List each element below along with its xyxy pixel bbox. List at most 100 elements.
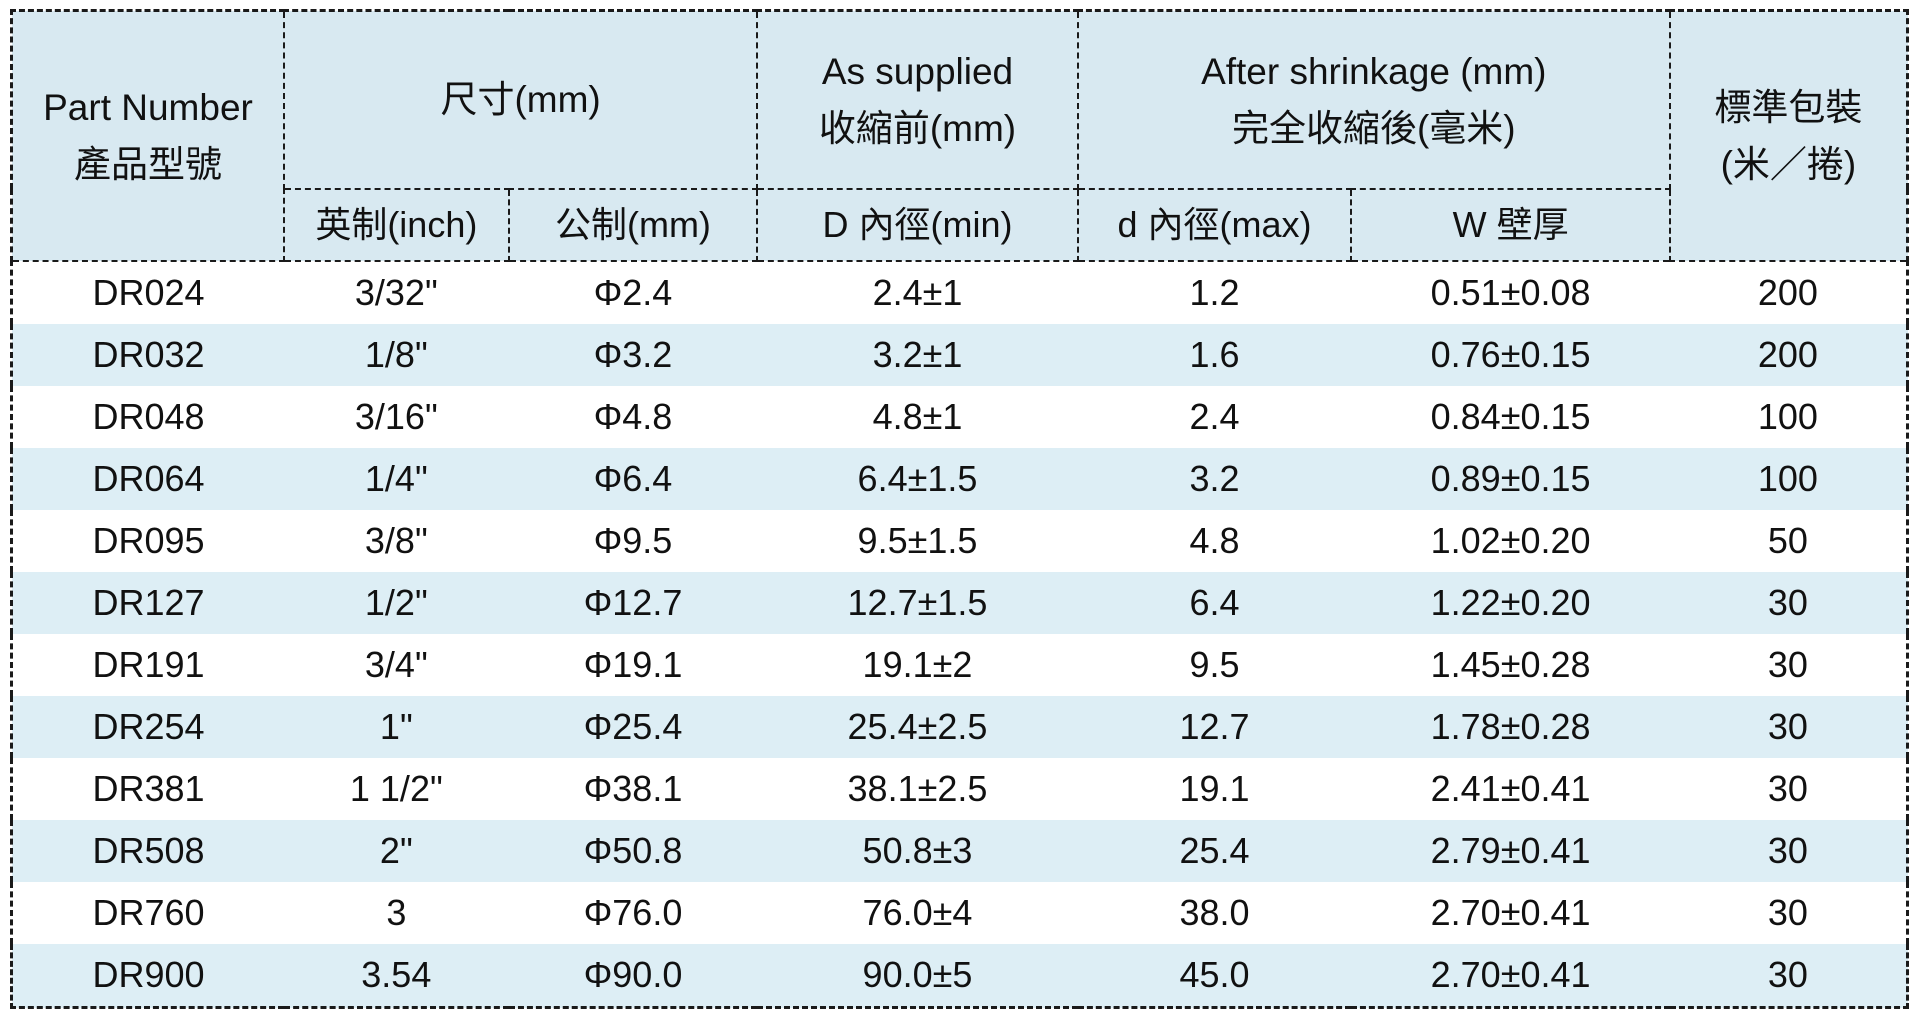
cell-part: DR127 [92,582,205,623]
cell-part: DR191 [92,644,205,685]
header-standard-packing-zh: 標準包裝 [1714,86,1863,128]
cell-wall: 2.70±0.41 [1430,954,1591,995]
cell-wall: 0.51±0.08 [1430,272,1591,313]
cell-metric: Φ6.4 [593,458,673,499]
table-row: DR095 3/8" Φ9.5 9.5±1.5 4.8 1.02±0.20 50 [11,510,1908,572]
cell-metric: Φ76.0 [583,892,683,933]
cell-d-max: 6.4 [1189,582,1240,623]
cell-part: DR760 [92,892,205,933]
cell-d-min: 19.1±2 [862,644,973,685]
table-row: DR048 3/16" Φ4.8 4.8±1 2.4 0.84±0.15 100 [11,386,1908,448]
header-part-number-zh: 產品型號 [73,144,222,185]
cell-d-min: 38.1±2.5 [847,768,988,809]
cell-packing: 30 [1767,768,1808,809]
table-header: Part Number 產品型號 尺寸(mm) As supplied 收縮前(… [10,9,1909,262]
cell-d-max: 19.1 [1179,768,1250,809]
cell-inch: 1/4" [364,458,428,499]
cell-d-min: 25.4±2.5 [847,706,988,747]
cell-inch: 3.54 [361,954,432,995]
cell-packing: 30 [1767,830,1808,871]
subheader-metric: 公制(mm) [507,188,759,262]
cell-wall: 0.84±0.15 [1430,396,1591,437]
cell-packing: 30 [1767,954,1808,995]
subheader-d-max: d 內徑(max) [1076,188,1353,262]
cell-packing: 30 [1767,644,1808,685]
cell-metric: Φ19.1 [583,644,683,685]
table-row: DR024 3/32" Φ2.4 2.4±1 1.2 0.51±0.08 200 [11,261,1908,324]
cell-wall: 1.78±0.28 [1430,706,1591,747]
cell-wall: 1.22±0.20 [1430,582,1591,623]
cell-wall: 1.02±0.20 [1430,520,1591,561]
cell-d-min: 3.2±1 [872,334,963,375]
cell-part: DR032 [92,334,205,375]
cell-part: DR900 [92,954,205,995]
cell-part: DR095 [92,520,205,561]
cell-d-max: 38.0 [1179,892,1250,933]
cell-wall: 2.41±0.41 [1430,768,1591,809]
cell-inch: 3/32" [354,272,438,313]
cell-metric: Φ9.5 [593,520,673,561]
cell-d-min: 6.4±1.5 [857,458,978,499]
cell-part: DR024 [92,272,205,313]
cell-metric: Φ25.4 [583,706,683,747]
table-row: DR900 3.54 Φ90.0 90.0±5 45.0 2.70±0.41 30 [11,944,1908,1008]
cell-part: DR048 [92,396,205,437]
cell-wall: 1.45±0.28 [1430,644,1591,685]
subheader-inch: 英制(inch) [282,188,510,262]
cell-metric: Φ4.8 [593,396,673,437]
table-row: DR127 1/2" Φ12.7 12.7±1.5 6.4 1.22±0.20 30 [11,572,1908,634]
cell-metric: Φ38.1 [583,768,683,809]
cell-d-max: 2.4 [1189,396,1240,437]
cell-d-max: 1.6 [1189,334,1240,375]
cell-packing: 30 [1767,582,1808,623]
cell-inch: 3/4" [364,644,428,685]
header-standard-packing: 標準包裝 (米／捲) [1668,9,1909,262]
cell-d-min: 4.8±1 [872,396,963,437]
table-row: DR381 1 1/2" Φ38.1 38.1±2.5 19.1 2.41±0.41 30 [11,758,1908,820]
cell-packing: 200 [1757,334,1818,375]
header-after-shrinkage-zh: 完全收縮後(毫米) [1231,108,1516,149]
cell-wall: 0.76±0.15 [1430,334,1591,375]
header-size: 尺寸(mm) [282,9,759,190]
cell-inch: 3 [386,892,407,933]
header-standard-packing-unit: (米／捲) [1720,144,1857,185]
header-as-supplied: As supplied 收縮前(mm) [756,9,1079,190]
cell-d-min: 12.7±1.5 [847,582,988,623]
header-as-supplied-zh: 收縮前(mm) [818,108,1017,149]
cell-d-max: 45.0 [1179,954,1250,995]
cell-d-min: 76.0±4 [862,892,973,933]
cell-metric: Φ50.8 [583,830,683,871]
cell-d-max: 3.2 [1189,458,1240,499]
header-row-sub: 英制(inch) 公制(mm) D 內徑(min) d 內徑(max) W 壁厚 [12,188,1908,262]
cell-part: DR381 [92,768,205,809]
cell-packing: 30 [1767,892,1808,933]
subheader-d-min: D 內徑(min) [756,188,1079,262]
cell-packing: 50 [1767,520,1808,561]
cell-d-max: 4.8 [1189,520,1240,561]
cell-metric: Φ90.0 [583,954,683,995]
cell-d-min: 9.5±1.5 [857,520,978,561]
header-row-main: Part Number 產品型號 尺寸(mm) As supplied 收縮前(… [10,9,1909,262]
cell-wall: 2.70±0.41 [1430,892,1591,933]
cell-wall: 0.89±0.15 [1430,458,1591,499]
table-row: DR508 2" Φ50.8 50.8±3 25.4 2.79±0.41 30 [11,820,1908,882]
table-row: DR191 3/4" Φ19.1 19.1±2 9.5 1.45±0.28 30 [11,634,1908,696]
table-body: DR024 3/32" Φ2.4 2.4±1 1.2 0.51±0.08 200 DR032 1… [11,261,1908,1008]
cell-packing: 100 [1757,396,1818,437]
cell-part: DR064 [92,458,205,499]
cell-metric: Φ12.7 [583,582,683,623]
cell-wall: 2.79±0.41 [1430,830,1591,871]
cell-d-max: 9.5 [1189,644,1240,685]
cell-packing: 30 [1767,706,1808,747]
cell-metric: Φ3.2 [593,334,673,375]
cell-inch: 3/16" [354,396,438,437]
cell-d-max: 12.7 [1179,706,1250,747]
table-row: DR254 1" Φ25.4 25.4±2.5 12.7 1.78±0.28 30 [11,696,1908,758]
cell-part: DR254 [92,706,205,747]
cell-part: DR508 [92,830,205,871]
table-row: DR760 3 Φ76.0 76.0±4 38.0 2.70±0.41 30 [11,882,1908,944]
cell-inch: 1/8" [364,334,428,375]
cell-packing: 100 [1757,458,1818,499]
header-after-shrinkage-en: After shrinkage (mm) [1201,50,1547,92]
cell-packing: 200 [1757,272,1818,313]
